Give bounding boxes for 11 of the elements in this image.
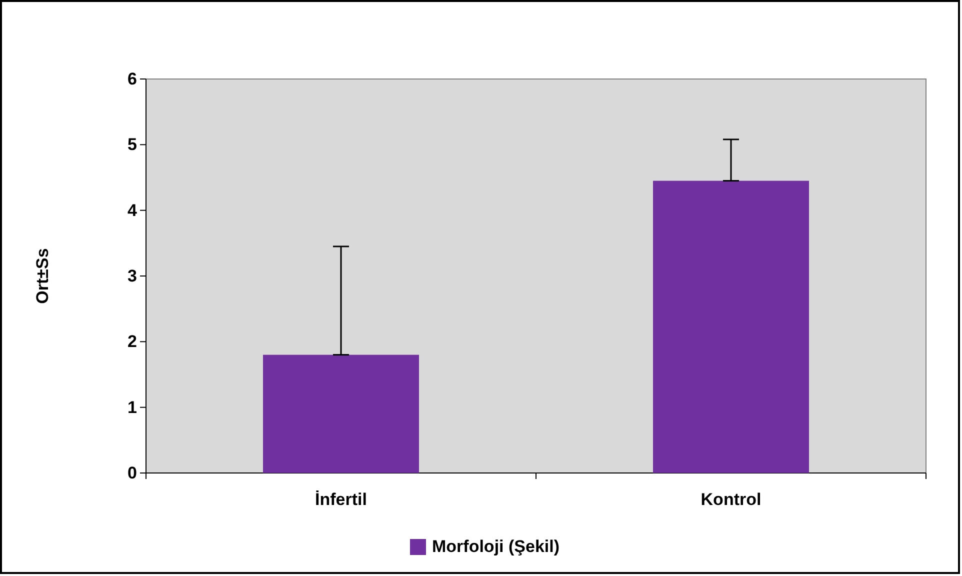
y-tick-label: 1 [128, 398, 137, 417]
y-tick-label: 4 [128, 200, 138, 220]
x-tick-label: Kontrol [700, 490, 762, 509]
legend-label: Morfoloji (Şekil) [432, 537, 560, 556]
y-tick-label: 6 [128, 69, 137, 88]
y-tick-label: 3 [128, 266, 137, 286]
y-axis-title: Ort±Ss [33, 248, 52, 304]
y-tick-label: 5 [128, 135, 137, 154]
x-tick-label: İnfertil [315, 490, 367, 509]
y-tick-label: 2 [128, 332, 137, 352]
y-tick-label: 0 [128, 463, 137, 482]
